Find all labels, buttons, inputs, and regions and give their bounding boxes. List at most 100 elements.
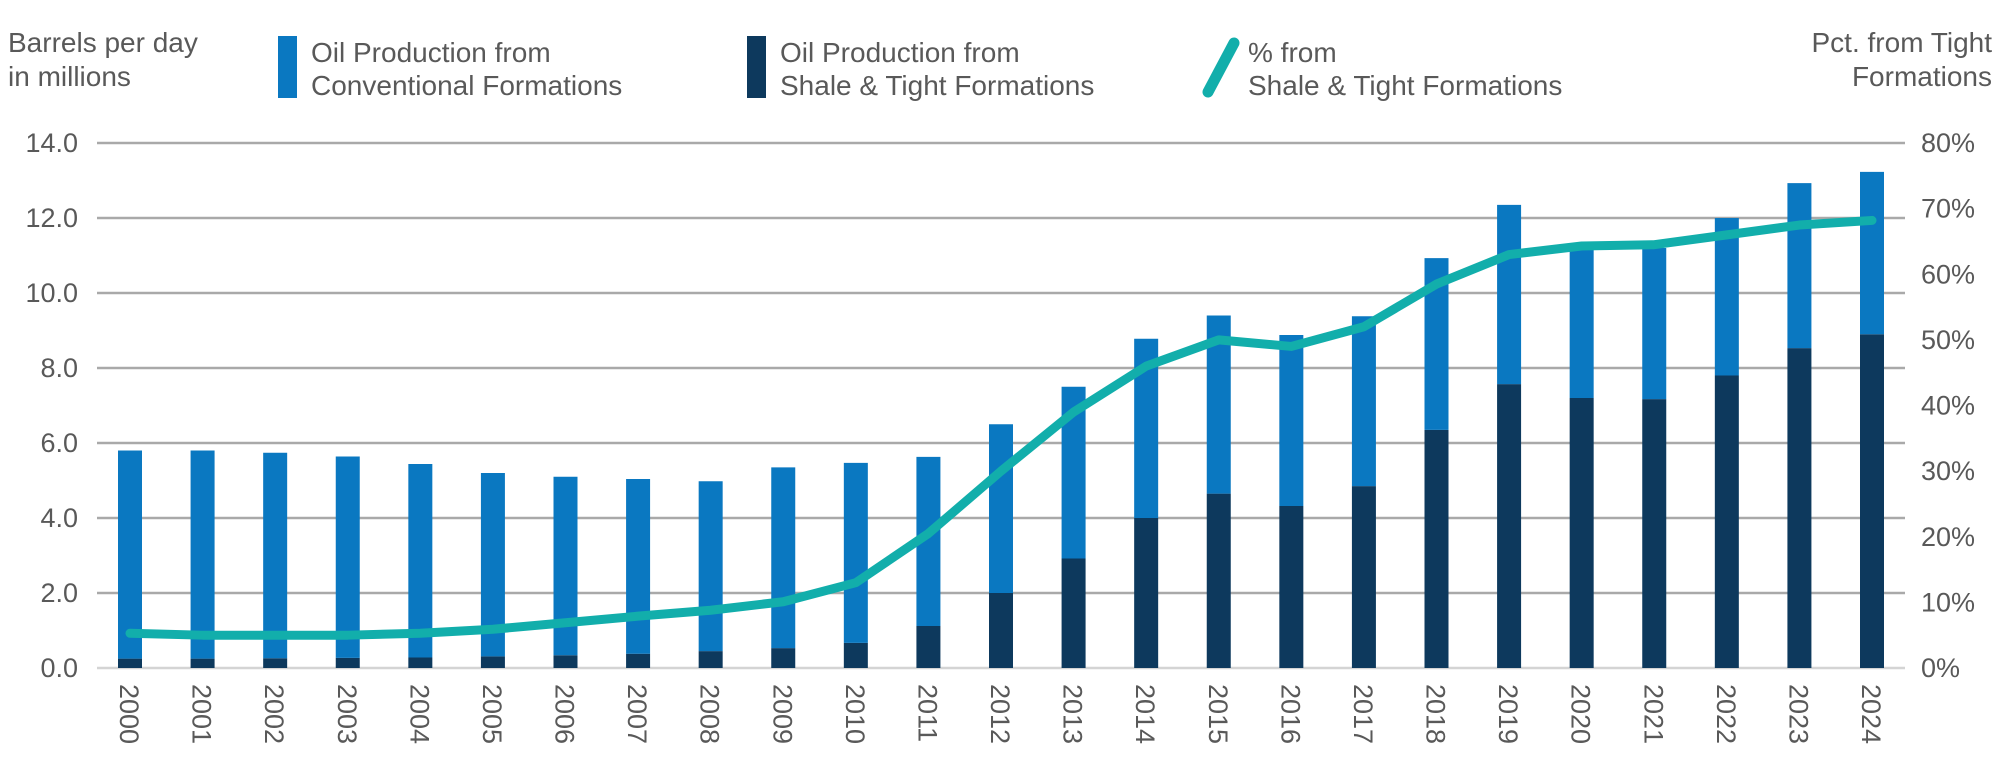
bar-segment-conventional (771, 467, 796, 649)
bar-segment-shale-tight (1134, 518, 1159, 668)
x-axis-year-label: 2009 (767, 684, 797, 744)
legend-label-pct: % from Shale & Tight Formations (1248, 37, 1563, 101)
x-axis-year-label: 2015 (1203, 684, 1233, 744)
left-axis-tick-label: 8.0 (40, 353, 78, 383)
left-axis-tick-labels: 0.0 2.0 4.0 6.0 8.0 10.0 12.0 14.0 (25, 128, 78, 683)
right-axis-title-line2: Formations (1851, 61, 1992, 92)
x-axis-year-label: 2006 (550, 684, 580, 744)
bar-segment-shale-tight (1206, 493, 1231, 668)
x-axis-year-label: 2017 (1348, 684, 1378, 744)
x-axis-year-label: 2005 (477, 684, 507, 744)
bar-segment-shale-tight (1860, 334, 1884, 668)
x-axis-year-label: 2014 (1130, 684, 1160, 744)
bar-segment-shale-tight (263, 658, 288, 668)
bar-segment-conventional (698, 481, 723, 652)
x-axis-year-label: 2002 (259, 684, 289, 744)
left-axis-title-line2: in millions (8, 61, 131, 92)
x-axis-year-label: 2013 (1058, 684, 1088, 744)
bar-segment-conventional (1860, 171, 1884, 335)
bar-segment-shale-tight (916, 626, 941, 668)
x-axis-year-label: 2018 (1421, 684, 1451, 744)
bar-segment-conventional (335, 456, 360, 658)
right-axis-title-line1: Pct. from Tight (1811, 27, 1993, 58)
left-axis-tick-label: 10.0 (25, 278, 78, 308)
bar-segment-conventional (1351, 316, 1376, 487)
bar-segment-conventional (989, 424, 1013, 593)
left-axis-tick-label: 0.0 (40, 653, 78, 683)
left-axis-tick-label: 12.0 (25, 203, 78, 233)
bar-segment-shale-tight (480, 656, 505, 668)
x-axis-year-label: 2024 (1856, 684, 1886, 744)
x-axis-year-label: 2003 (332, 684, 362, 744)
bar-segment-conventional (626, 479, 651, 654)
left-axis-tick-label: 6.0 (40, 428, 78, 458)
legend-item-pct: % from Shale & Tight Formations (1200, 36, 1562, 102)
bar-segment-shale-tight (335, 657, 360, 668)
bar-segment-conventional (118, 450, 142, 659)
right-axis-tick-label: 40% (1921, 391, 1975, 421)
right-axis-tick-label: 70% (1921, 194, 1975, 224)
bar-segment-conventional (1642, 248, 1667, 400)
right-axis-tick-labels: 0% 10% 20% 30% 40% 50% 60% 70% 80% (1921, 128, 1975, 683)
x-axis-year-label: 2020 (1566, 684, 1596, 744)
x-axis-year-label: 2011 (912, 684, 942, 742)
right-axis-tick-label: 10% (1921, 587, 1975, 617)
bar-segment-shale-tight (1642, 399, 1667, 668)
bar-segment-conventional (1714, 218, 1739, 376)
bar-segment-shale-tight (553, 655, 578, 668)
x-axis-year-label: 2019 (1493, 684, 1523, 744)
right-axis-tick-label: 0% (1921, 653, 1960, 683)
bar-segment-shale-tight (1787, 348, 1812, 668)
bar-segment-shale-tight (771, 648, 796, 668)
right-axis-tick-label: 30% (1921, 456, 1975, 486)
pct-line-swatch-icon (1202, 37, 1240, 98)
x-axis-year-label: 2000 (114, 684, 144, 744)
x-axis-year-label: 2021 (1638, 684, 1668, 744)
bar-segment-shale-tight (1497, 384, 1522, 668)
legend-item-shale: Oil Production from Shale & Tight Format… (747, 36, 1094, 102)
x-axis-year-label: 2004 (404, 684, 434, 744)
bar-segment-shale-tight (989, 593, 1013, 668)
x-axis-year-label: 2012 (985, 684, 1015, 744)
left-axis-tick-label: 2.0 (40, 578, 78, 608)
bar-segment-shale-tight (843, 642, 868, 668)
bar-segment-conventional (263, 452, 288, 659)
legend-label-shale: Oil Production from Shale & Tight Format… (780, 37, 1095, 101)
bar-segment-shale-tight (698, 651, 723, 668)
right-axis-tick-label: 20% (1921, 522, 1975, 552)
shale-swatch-icon (747, 36, 766, 98)
right-axis-tick-label: 80% (1921, 128, 1975, 158)
x-axis-year-label: 2022 (1711, 684, 1741, 744)
bars-layer (118, 171, 1884, 668)
x-axis-year-label: 2010 (840, 684, 870, 744)
pct-from-shale-line (125, 215, 1877, 640)
bar-segment-shale-tight (1569, 398, 1594, 668)
bar-segment-shale-tight (408, 657, 433, 668)
bar-segment-conventional (408, 464, 433, 658)
x-axis-year-label: 2008 (695, 684, 725, 744)
bar-segment-conventional (1497, 204, 1522, 385)
bar-segment-shale-tight (1714, 375, 1739, 668)
right-axis-tick-label: 60% (1921, 259, 1975, 289)
conventional-swatch-icon (278, 36, 297, 98)
bar-segment-conventional (1569, 243, 1594, 398)
x-axis-year-label: 2016 (1275, 684, 1305, 744)
legend-label-conventional: Oil Production from Conventional Formati… (311, 37, 623, 101)
right-axis-tick-label: 50% (1921, 325, 1975, 355)
bar-segment-conventional (553, 476, 578, 656)
left-axis-title: Barrels per day in millions (8, 26, 198, 94)
bar-segment-shale-tight (1279, 506, 1304, 668)
left-axis-tick-label: 14.0 (25, 128, 78, 158)
bar-segment-shale-tight (1424, 429, 1449, 668)
bar-segment-shale-tight (626, 653, 651, 668)
bar-segment-conventional (843, 462, 868, 643)
x-axis-year-label: 2007 (622, 684, 652, 744)
bar-segment-conventional (1787, 183, 1812, 349)
left-axis-tick-label: 4.0 (40, 503, 78, 533)
right-axis-title: Pct. from Tight Formations (1812, 26, 1993, 94)
x-axis-year-label: 2001 (187, 684, 217, 744)
legend-item-conventional: Oil Production from Conventional Formati… (278, 36, 622, 102)
bar-segment-shale-tight (190, 658, 215, 668)
